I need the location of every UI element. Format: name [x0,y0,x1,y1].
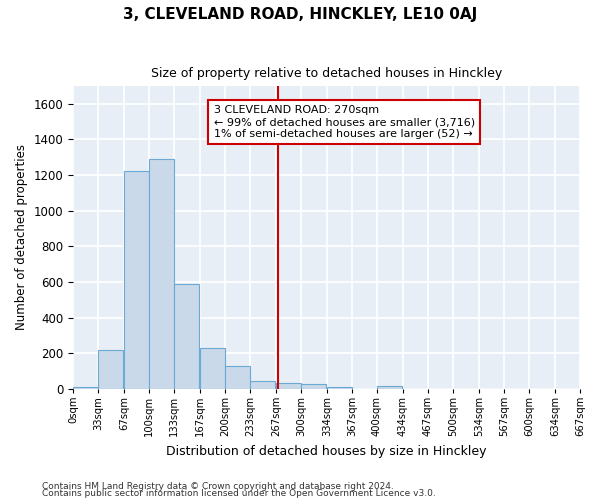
Bar [276,384,301,389]
Y-axis label: Number of detached properties: Number of detached properties [15,144,28,330]
Text: 3 CLEVELAND ROAD: 270sqm
← 99% of detached houses are smaller (3,716)
1% of semi: 3 CLEVELAND ROAD: 270sqm ← 99% of detach… [214,106,475,138]
X-axis label: Distribution of detached houses by size in Hinckley: Distribution of detached houses by size … [166,444,487,458]
Bar [377,386,402,389]
Bar [124,172,149,389]
Text: Contains public sector information licensed under the Open Government Licence v3: Contains public sector information licen… [42,489,436,498]
Bar [250,381,275,389]
Bar [98,350,123,389]
Bar [149,159,174,389]
Bar [327,387,352,389]
Bar [200,348,225,389]
Text: 3, CLEVELAND ROAD, HINCKLEY, LE10 0AJ: 3, CLEVELAND ROAD, HINCKLEY, LE10 0AJ [123,8,477,22]
Bar [174,284,199,389]
Bar [73,387,98,389]
Title: Size of property relative to detached houses in Hinckley: Size of property relative to detached ho… [151,68,502,80]
Bar [301,384,326,389]
Text: Contains HM Land Registry data © Crown copyright and database right 2024.: Contains HM Land Registry data © Crown c… [42,482,394,491]
Bar [225,366,250,389]
